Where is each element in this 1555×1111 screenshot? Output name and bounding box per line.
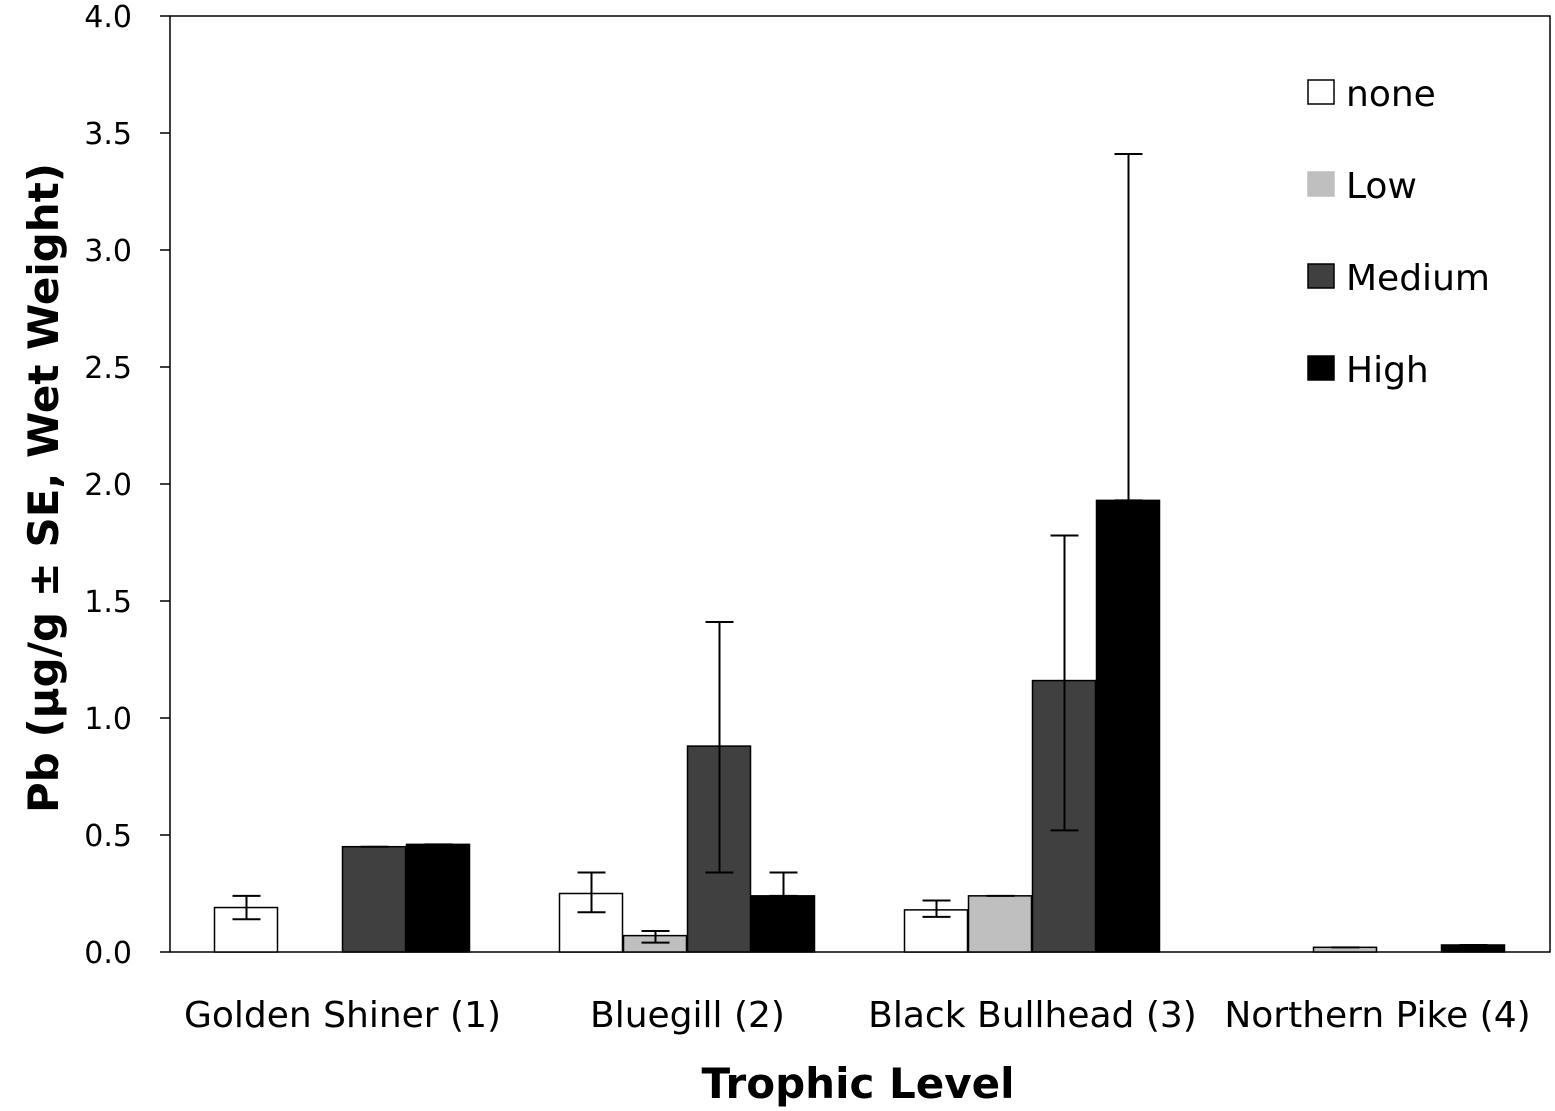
bar-medium-0 (341, 845, 407, 953)
legend-swatch-none (1307, 79, 1335, 105)
y-tick-label: 2.5 (84, 351, 132, 386)
y-tick-label: 3.5 (84, 117, 132, 152)
y-tick-label: 0.0 (84, 936, 132, 971)
y-tick-label: 1.0 (84, 702, 132, 737)
error-bars (232, 153, 1488, 949)
bar-high-1 (750, 895, 816, 953)
bar-low-2 (967, 895, 1033, 953)
legend: none Low Medium High (1307, 74, 1490, 391)
legend-label-none: none (1346, 74, 1436, 115)
category-label: Northern Pike (4) (1224, 995, 1530, 1036)
category-label: Bluegill (2) (590, 995, 785, 1036)
y-tick-label: 0.5 (84, 819, 132, 854)
y-tick-label: 2.0 (84, 468, 132, 503)
y-axis-title: Pb (μg/g ± SE, Wet Weight) (19, 163, 68, 813)
category-label: Golden Shiner (1) (184, 995, 501, 1036)
category-label: Black Bullhead (3) (868, 995, 1197, 1036)
x-axis-title: Trophic Level (702, 1059, 1015, 1108)
legend-label-medium: Medium (1346, 258, 1490, 299)
bar-high-0 (405, 843, 471, 953)
y-tick-label: 3.0 (84, 234, 132, 269)
y-tick-label: 4.0 (84, 0, 132, 35)
bar-high-2 (1095, 499, 1161, 953)
y-axis: 0.0 0.5 1.0 1.5 2.0 2.5 3.0 3.5 4.0 (84, 0, 170, 971)
legend-swatch-high (1307, 355, 1335, 381)
bar-high-3 (1440, 944, 1506, 953)
legend-label-high: High (1346, 350, 1429, 391)
plot-area (169, 15, 1551, 953)
legend-swatch-medium (1307, 263, 1335, 289)
y-tick-label: 1.5 (84, 585, 132, 620)
legend-swatch-low (1307, 171, 1335, 197)
legend-label-low: Low (1346, 166, 1417, 207)
x-axis-labels: Golden Shiner (1) Bluegill (2) Black Bullh… (184, 995, 1531, 1036)
